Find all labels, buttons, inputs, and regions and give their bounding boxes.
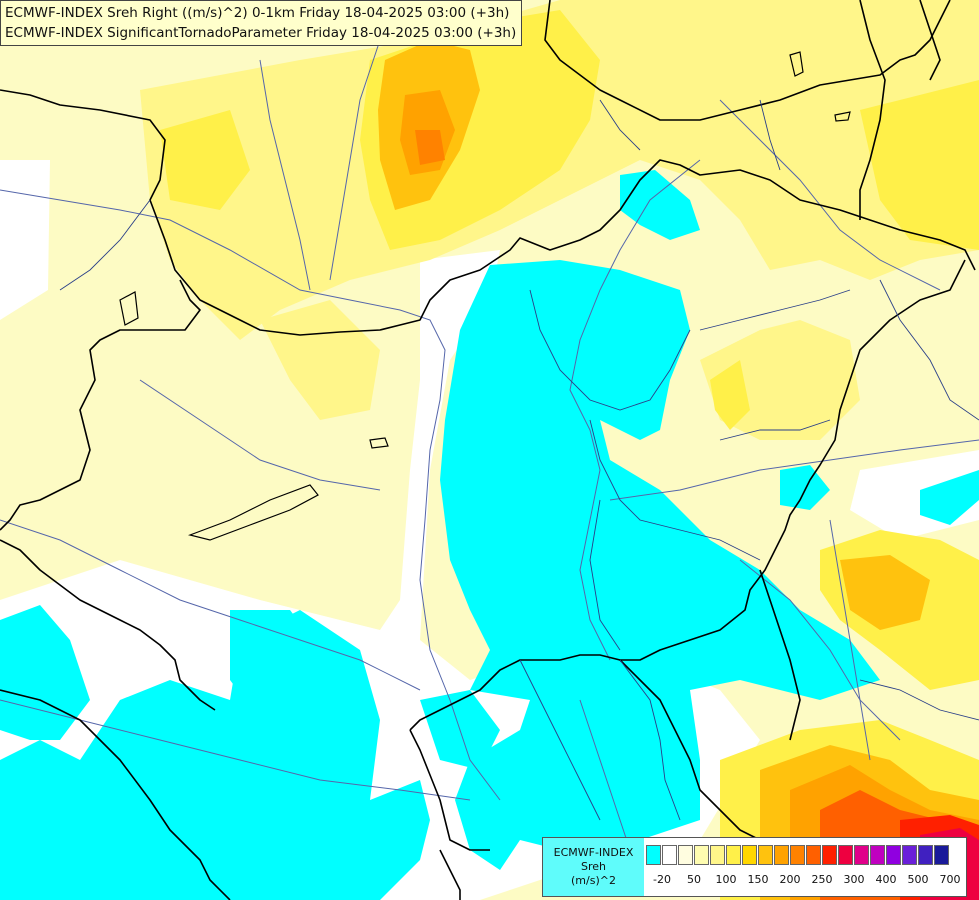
field-cyan-sw1 [0,605,90,740]
region-line-4 [699,289,851,331]
river-drava [0,519,421,691]
legend-tick-label: 100 [715,873,737,886]
river-vah [329,39,381,281]
map-title-box: ECMWF-INDEX Sreh Right ((m/s)^2) 0-1km F… [0,0,523,46]
field-cyan-north [620,170,700,240]
field-yellow-east-2 [710,360,750,430]
legend-swatch [662,845,677,865]
legend-swatch [886,845,901,865]
legend-swatch [806,845,821,865]
legend-label-block: ECMWF-INDEX Sreh (m/s)^2 [543,838,644,896]
legend-tick-label: 500 [907,873,929,886]
legend-parameter: Sreh [580,860,606,873]
field-cyan-sw2 [0,610,430,900]
border-romania-east [759,569,801,741]
legend-swatch [934,845,949,865]
field-orange-se [840,555,930,630]
border-hungary-romania [409,259,966,731]
legend-tick-label: 200 [779,873,801,886]
lake-small-2 [834,111,851,122]
color-legend: ECMWF-INDEX Sreh (m/s)^2 -20 50 100 150 200 2… [542,837,967,897]
river-raba [139,379,381,491]
river-tisza [569,159,701,661]
legend-swatch [870,845,885,865]
legend-swatch [774,845,789,865]
region-line-5 [719,419,831,441]
field-red-core-n [415,130,445,165]
lake-neusiedl [119,291,139,326]
region-line-1 [529,289,691,411]
legend-swatch [742,845,757,865]
legend-swatch [694,845,709,865]
region-line-10 [879,279,979,421]
legend-swatch [822,845,837,865]
field-yellow-north-2 [160,110,250,210]
field-cyan-sw3 [230,610,320,720]
field-cyan-far-east [920,470,979,525]
legend-unit: (m/s)^2 [571,874,616,887]
legend-swatch [726,845,741,865]
region-line-11 [759,99,781,171]
region-line-2 [589,419,761,561]
legend-swatch [838,845,853,865]
legend-tick-label: 700 [939,873,961,886]
lakes [119,51,851,541]
border-poland-ukraine [544,0,951,121]
region-line-8 [619,659,681,821]
legend-tick-label: 250 [811,873,833,886]
river-danube [0,189,501,801]
border-austria-hungary [0,279,201,531]
river-east-2 [739,559,901,741]
river-olt [829,519,871,761]
legend-swatch [710,845,725,865]
legend-tick-label: -20 [653,873,671,886]
lake-small-3 [789,51,804,77]
border-serbia-south [439,849,461,900]
lake-small-1 [369,437,389,449]
border-ukraine-moldova [859,0,886,220]
region-line-12 [599,99,641,151]
legend-tick-label: 400 [875,873,897,886]
legend-swatch [790,845,805,865]
field-white-west [0,160,50,320]
border-croatia-serbia [409,729,490,851]
region-borders [59,99,979,821]
lake-balaton [187,484,319,541]
legend-swatch [902,845,917,865]
river-mures [609,439,979,501]
region-line-3 [589,499,621,651]
region-line-9 [59,199,151,291]
legend-tick-label: 300 [843,873,865,886]
border-slovenia-croatia [0,539,216,711]
field-cyan-east-blob [780,465,830,510]
legend-swatch [646,845,661,865]
legend-swatch [854,845,869,865]
region-line-7 [519,659,601,821]
legend-source: ECMWF-INDEX [553,846,634,859]
border-czech-slovakia-austria [0,89,976,336]
legend-tick-label: 50 [687,873,701,886]
border-serbia-romania [619,659,761,841]
legend-swatch [758,845,773,865]
field-cyan-main [440,260,880,870]
region-line-6 [859,679,979,721]
field-yellow-center [260,300,380,420]
title-line-sreh: ECMWF-INDEX Sreh Right ((m/s)^2) 0-1km F… [5,5,510,21]
river-morava [259,59,311,291]
legend-tick-label: 150 [747,873,769,886]
legend-swatch [918,845,933,865]
border-east-edge [919,0,941,81]
field-yellow-northeast [860,80,979,250]
title-line-stp: ECMWF-INDEX SignificantTornadoParameter … [5,25,517,41]
legend-swatch [678,845,693,865]
border-bosnia [0,689,231,900]
